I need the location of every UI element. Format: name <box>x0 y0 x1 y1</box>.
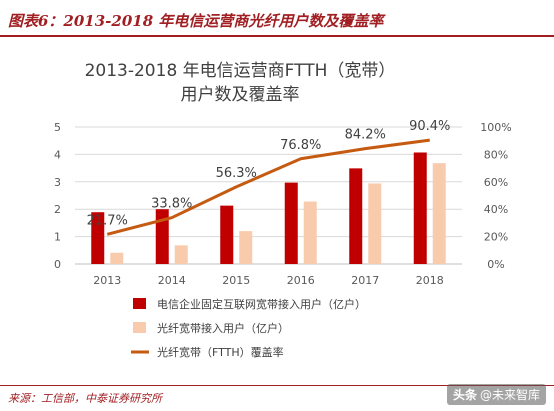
bar-total-users <box>413 152 427 264</box>
coverage-data-label: 84.2% <box>345 128 386 143</box>
y-left-tick-label: 3 <box>54 176 61 189</box>
x-tick-label: 2018 <box>416 274 444 287</box>
legend-label: 光纤宽带（FTTH）覆盖率 <box>157 345 284 359</box>
x-tick-label: 2013 <box>93 274 121 287</box>
figure-label: 图表6：2013-2018 年电信运营商光纤用户数及覆盖率 <box>8 12 384 30</box>
y-left-tick-label: 1 <box>54 231 61 244</box>
watermark: 头条 @未来智库 <box>446 384 546 405</box>
y-right-tick-label: 40% <box>484 203 508 216</box>
bar-fiber-users <box>432 163 446 264</box>
bar-total-users <box>284 182 298 264</box>
gridlines <box>75 126 462 265</box>
x-tick-label: 2017 <box>351 274 379 287</box>
legend-label: 电信企业固定互联网宽带接入用户（亿户） <box>157 297 366 311</box>
bar-total-users <box>155 209 169 264</box>
coverage-data-label: 90.4% <box>409 119 450 134</box>
x-tick-label: 2014 <box>158 274 186 287</box>
bar-fiber-users <box>303 201 317 264</box>
y-left-tick-label: 5 <box>54 121 61 134</box>
legend-swatch <box>133 298 146 309</box>
watermark-text: @未来智库 <box>479 388 540 402</box>
x-tick-label: 2015 <box>222 274 250 287</box>
figure-header: 图表6：2013-2018 年电信运营商光纤用户数及覆盖率 <box>0 0 554 37</box>
bar-total-users <box>349 168 363 264</box>
y-left-tick-label: 0 <box>54 258 61 271</box>
bar-total-users <box>220 205 234 264</box>
coverage-data-label: 21.7% <box>87 213 128 228</box>
bar-fiber-users <box>239 231 253 264</box>
bar-fiber-users <box>368 183 382 264</box>
coverage-data-label: 33.8% <box>151 197 192 212</box>
x-tick-label: 2016 <box>287 274 315 287</box>
axes: 0 1 2 3 4 5 0% 20% 40% 60% 80% 100% 2013 2014 2015 2016… <box>54 121 512 287</box>
source-note: 来源：工信部，中泰证券研究所 <box>8 392 162 405</box>
bar-fiber-users <box>174 245 188 264</box>
y-right-tick-label: 60% <box>484 176 508 189</box>
y-right-tick-label: 100% <box>480 121 511 134</box>
coverage-line: 21.7% 33.8% 56.3% 76.8% 84.2% 90.4% <box>87 119 450 236</box>
legend-swatch <box>133 322 146 333</box>
legend-label: 光纤宽带接入用户（亿户） <box>157 321 289 335</box>
bar-total-users <box>91 212 105 264</box>
chart-title-line-1: 2013-2018 年电信运营商FTTH（宽带） <box>85 61 396 81</box>
coverage-data-label: 76.8% <box>280 138 321 153</box>
y-right-tick-label: 0% <box>487 258 504 271</box>
header-divider <box>0 35 554 37</box>
coverage-line-path <box>106 138 430 236</box>
coverage-data-label: 56.3% <box>216 166 257 181</box>
y-right-tick-label: 20% <box>484 231 508 244</box>
bars <box>91 152 446 264</box>
watermark-mark: 头条 <box>452 388 477 402</box>
chart: 2013-2018 年电信运营商FTTH（宽带） 用户数及覆盖率 21.7%33… <box>54 61 512 359</box>
footer-divider <box>0 385 554 386</box>
bar-fiber-users <box>110 252 124 264</box>
legend: 电信企业固定互联网宽带接入用户（亿户） 光纤宽带接入用户（亿户） 光纤宽带（FTTH… <box>131 297 366 359</box>
y-left-tick-label: 2 <box>54 203 61 216</box>
chart-title-line-2: 用户数及覆盖率 <box>181 85 300 105</box>
y-right-tick-label: 80% <box>484 148 508 161</box>
y-left-tick-label: 4 <box>54 148 61 161</box>
